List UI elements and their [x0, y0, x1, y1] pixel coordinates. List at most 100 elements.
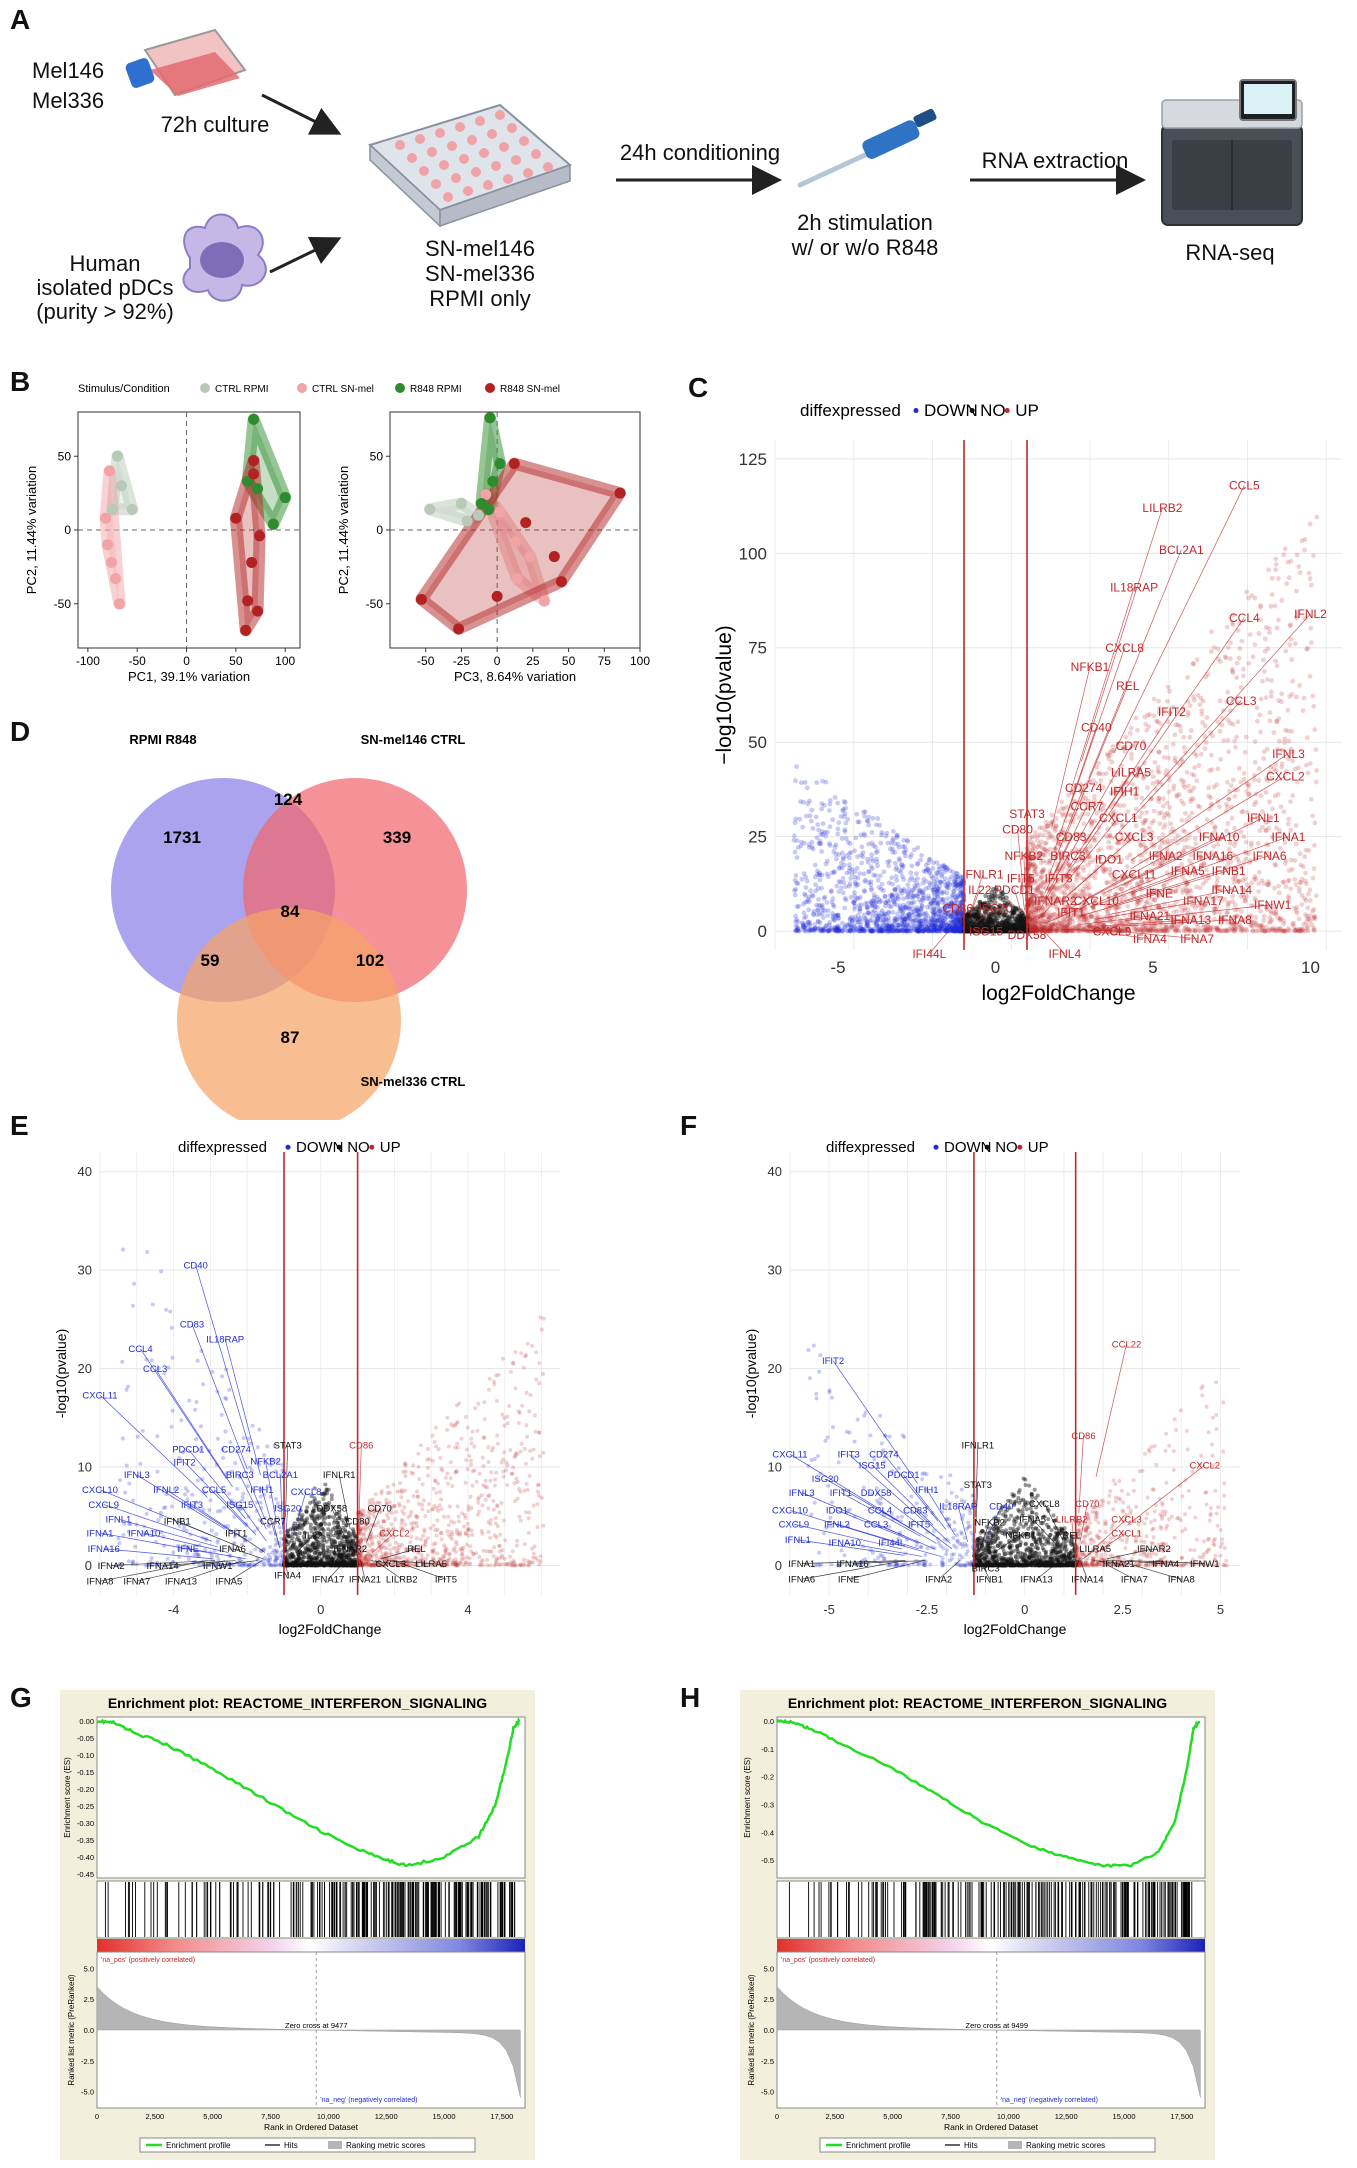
data-point	[1061, 923, 1067, 928]
data-point	[1273, 910, 1279, 915]
data-point	[907, 877, 913, 883]
data-point	[1067, 885, 1073, 891]
pca-point	[242, 475, 254, 487]
data-point	[1049, 912, 1055, 918]
data-point	[881, 869, 887, 875]
data-point	[1212, 825, 1218, 831]
data-point	[1028, 928, 1033, 933]
data-point	[856, 819, 862, 825]
data-point	[1191, 661, 1196, 667]
data-point	[1268, 919, 1273, 925]
data-point	[1174, 760, 1180, 765]
data-point	[1235, 913, 1241, 919]
data-point	[1028, 918, 1034, 924]
data-point	[1296, 885, 1302, 891]
data-point	[1043, 924, 1048, 930]
data-point	[1212, 906, 1218, 912]
data-point	[1032, 854, 1038, 860]
data-point	[938, 879, 944, 885]
data-point	[944, 926, 949, 931]
data-point	[1031, 893, 1036, 899]
data-point	[1066, 893, 1072, 898]
data-point	[847, 928, 853, 933]
data-point	[918, 919, 924, 924]
data-point	[1199, 708, 1205, 713]
data-point	[807, 926, 813, 932]
data-point	[1065, 883, 1070, 888]
data-point	[1180, 759, 1186, 765]
data-point	[1086, 924, 1092, 929]
data-point	[1285, 894, 1291, 899]
data-point	[843, 836, 849, 841]
data-point	[1037, 890, 1043, 896]
venn-count-ab: 124	[274, 790, 303, 809]
data-point	[857, 871, 863, 876]
data-point	[950, 928, 956, 933]
data-point	[914, 908, 920, 913]
data-point	[832, 917, 838, 923]
data-point	[1091, 907, 1097, 913]
data-point	[1049, 833, 1055, 839]
data-point	[869, 927, 874, 933]
data-point	[1114, 911, 1120, 916]
data-point	[941, 925, 947, 930]
data-point	[854, 865, 860, 871]
data-point	[927, 880, 933, 886]
data-point	[1040, 918, 1045, 924]
gene-label: LILRA5	[1111, 766, 1151, 780]
data-point	[865, 905, 870, 911]
data-point	[1211, 910, 1217, 916]
pca-point	[494, 506, 506, 518]
data-point	[1098, 846, 1103, 852]
data-point	[1106, 756, 1112, 762]
data-point	[1076, 925, 1082, 930]
data-point	[1033, 920, 1039, 926]
data-point	[795, 927, 800, 932]
data-point	[1190, 903, 1196, 908]
data-point	[851, 900, 857, 905]
data-point	[1035, 871, 1041, 877]
data-point	[1091, 837, 1097, 843]
data-point	[1018, 919, 1023, 924]
data-point	[1027, 874, 1032, 880]
data-point	[1043, 924, 1049, 929]
data-point	[1145, 928, 1151, 934]
culture-flask-icon	[125, 28, 247, 97]
data-point	[813, 882, 818, 887]
data-point	[1213, 895, 1219, 900]
data-point	[883, 900, 889, 905]
data-point	[1297, 928, 1303, 934]
data-point	[1034, 894, 1039, 899]
data-point	[1027, 842, 1033, 847]
data-point	[1272, 885, 1277, 891]
legend-title: Stimulus/Condition	[78, 383, 170, 395]
data-point	[959, 904, 965, 910]
data-point	[1104, 879, 1110, 885]
data-point	[839, 836, 845, 841]
data-point	[1129, 787, 1134, 793]
data-point	[1134, 927, 1139, 933]
gene-label: CCL5	[1229, 479, 1260, 493]
data-point	[1232, 825, 1237, 831]
data-point	[942, 876, 948, 881]
data-point	[1041, 879, 1047, 885]
data-point	[1137, 839, 1143, 845]
data-point	[1035, 885, 1041, 891]
data-point	[1234, 914, 1239, 919]
data-point	[1253, 876, 1259, 882]
data-point	[1078, 907, 1084, 913]
data-point	[930, 897, 936, 903]
data-point	[1034, 908, 1040, 914]
gene-label: CXCL11	[1112, 868, 1157, 882]
data-point	[1080, 832, 1085, 838]
data-point	[1030, 856, 1036, 862]
data-point	[1218, 921, 1223, 926]
data-point	[1311, 704, 1317, 709]
data-point	[1026, 926, 1032, 932]
data-point	[1170, 704, 1176, 710]
data-point	[1135, 773, 1140, 779]
data-point	[1309, 922, 1314, 927]
data-point	[928, 882, 933, 887]
data-point	[941, 889, 947, 895]
data-point	[873, 873, 879, 878]
